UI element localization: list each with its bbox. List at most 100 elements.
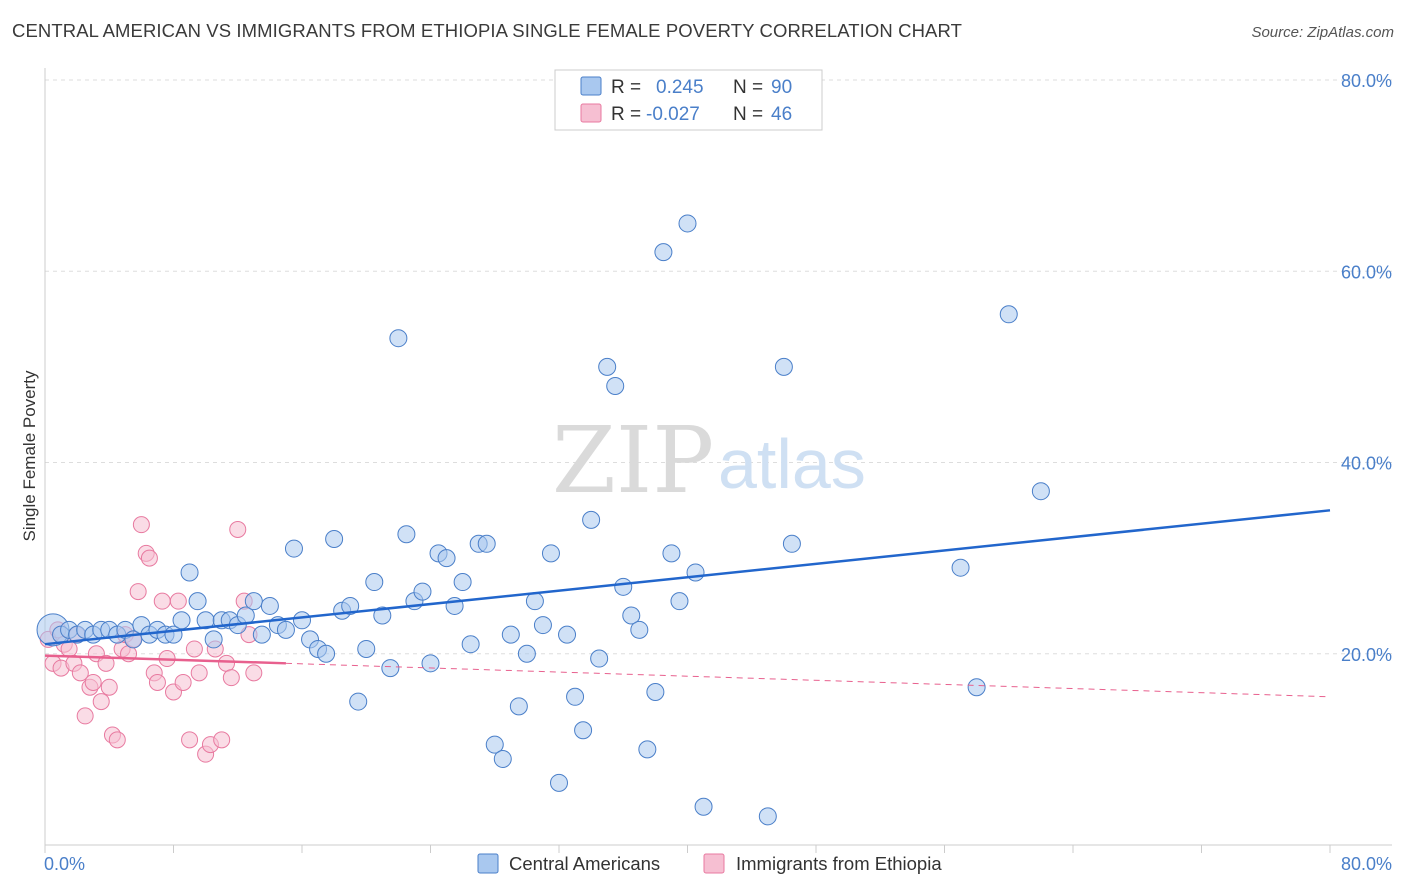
y-axis-label: Single Female Poverty [20,370,39,542]
central-american-point-31 [293,611,311,630]
ethiopia-point-25 [140,549,158,567]
central-american-point-55 [485,735,504,754]
trend-lines [44,509,1331,698]
watermark-atlas: atlas [718,425,866,503]
central-american-point-68 [590,649,609,668]
central-american-point-54 [477,534,496,553]
central-american-point-44 [397,525,416,544]
bottom-legend-swatch-pink [703,853,725,874]
ethiopia-point-34 [185,640,203,658]
central-american-point-52 [461,635,480,654]
central-american-point-16 [172,611,191,630]
central-american-point-82 [758,807,777,826]
legend-swatch-blue [580,76,602,96]
central-american-point-76 [654,243,673,262]
ethiopia-trend-extension [285,662,1331,698]
central-american-point-39 [357,639,376,658]
central-american-point-18 [188,592,207,611]
ethiopia-point-23 [132,516,150,534]
ethiopia-point-32 [174,673,192,691]
central-american-point-81 [694,797,713,816]
central-american-point-30 [284,539,303,558]
central-american-point-56 [493,749,512,768]
bottom-legend-swatch-blue [477,853,499,874]
central-american-trend-line [44,509,1331,646]
central-american-point-63 [550,773,568,792]
central-american-point-59 [517,644,536,663]
central-american-point-88 [1031,482,1050,501]
central-american-point-47 [421,654,440,673]
central-american-point-38 [349,692,368,711]
ethiopia-trend-line [44,654,286,665]
watermark-zip: ZIP [552,407,714,514]
central-american-point-40 [365,573,384,592]
central-american-point-70 [606,377,625,395]
central-american-point-61 [533,616,552,635]
ethiopia-point-14 [97,654,115,672]
central-american-point-72 [622,606,641,625]
ethiopia-point-39 [213,731,231,749]
central-american-point-29 [276,620,295,639]
central-american-point-34 [317,644,336,663]
legend-n-value-2: 46 [771,104,792,125]
central-american-point-84 [782,534,801,553]
series-legend: Central Americans Immigrants from Ethiop… [477,853,942,874]
central-american-point-64 [558,625,577,644]
central-american-point-79 [678,214,697,233]
central-american-point-43 [389,329,408,348]
central-american-point-83 [774,357,793,376]
chart-source: Source: ZipAtlas.com [1251,24,1394,41]
ethiopia-point-17 [108,731,126,749]
central-american-point-73 [630,620,649,639]
legend-r-label-2: R = [611,104,641,125]
axes [44,68,1392,853]
y-tick-label-1: 40.0% [1341,454,1392,474]
central-american-point-69 [598,357,617,376]
legend-r-label-1: R = [611,77,641,98]
ethiopia-point-41 [222,669,240,687]
central-american-point-78 [670,592,689,611]
central-american-point-37 [341,596,360,615]
central-american-point-58 [509,697,528,716]
y-tick-label-3: 80.0% [1341,71,1392,91]
central-american-point-66 [574,721,593,740]
ethiopia-point-42 [229,520,247,538]
y-tick-labels: 20.0% 40.0% 60.0% 80.0% [1341,71,1392,665]
legend-r-value-1: 0.245 [656,77,704,98]
central-american-point-20 [204,630,223,649]
central-american-point-27 [260,596,279,615]
central-american-point-67 [582,510,601,529]
central-american-point-85 [951,558,970,577]
central-american-point-62 [541,544,560,563]
central-american-point-74 [638,740,657,759]
central-american-point-51 [453,573,472,592]
ethiopia-point-13 [92,693,110,711]
ethiopia-point-40 [218,654,236,672]
bottom-legend-label-2: Immigrants from Ethiopia [736,853,942,874]
central-american-point-77 [662,544,681,563]
ethiopia-point-45 [245,664,263,682]
central-american-point-42 [381,659,400,678]
legend-swatch-pink [580,103,602,123]
bottom-legend-label-1: Central Americans [509,853,660,874]
ethiopia-point-28 [153,592,171,610]
central-american-point-25 [244,592,263,611]
x-tick-labels: 0.0% 80.0% [44,854,1392,874]
central-american-point-60 [525,592,544,611]
central-american-point-49 [437,549,456,568]
ethiopia-point-35 [190,664,208,682]
central-american-point-57 [501,625,520,644]
legend-n-label-2: N = [733,104,763,125]
ethiopia-point-33 [181,731,199,749]
legend-r-value-2: -0.027 [646,104,700,125]
ethiopia-point-9 [76,707,94,725]
series-central-american-points [36,214,1050,826]
central-american-point-17 [180,563,199,582]
central-american-point-41 [373,606,392,625]
legend-n-label-1: N = [733,77,763,98]
central-american-point-86 [967,678,986,697]
x-tick-label-0: 0.0% [44,854,85,874]
ethiopia-point-22 [129,583,147,601]
central-american-point-46 [413,582,432,601]
